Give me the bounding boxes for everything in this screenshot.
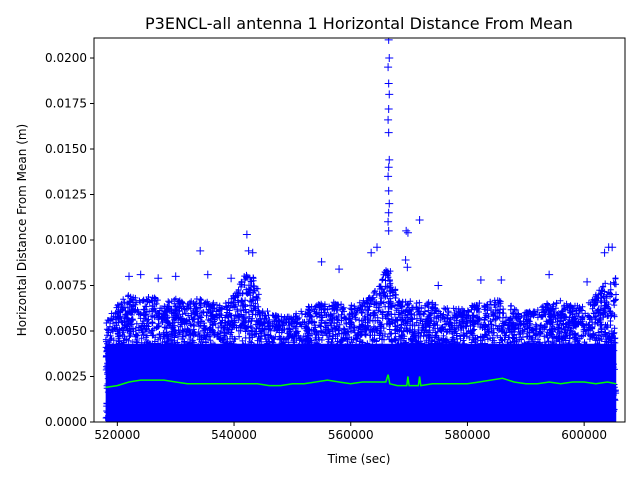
data-point [384, 79, 393, 88]
data-point [244, 246, 253, 255]
data-point [196, 246, 205, 255]
y-tick-label: 0.0075 [45, 279, 87, 293]
plot-area [102, 38, 620, 422]
data-point [476, 276, 485, 285]
axes-frame [93, 37, 626, 423]
data-point [583, 277, 592, 286]
x-tick-label: 520000 [94, 428, 140, 442]
y-tick-label: 0.0025 [45, 370, 87, 384]
x-tick-label: 540000 [211, 428, 257, 442]
y-tick-label: 0.0200 [45, 51, 87, 65]
chart-title: P3ENCL-all antenna 1 Horizontal Distance… [145, 14, 573, 33]
data-point [384, 208, 393, 217]
data-point [384, 172, 393, 181]
data-point [227, 274, 236, 283]
data-point [242, 230, 251, 239]
data-point [384, 63, 393, 72]
x-axis-label: Time (sec) [327, 452, 391, 466]
data-point [248, 248, 257, 257]
y-tick-label: 0.0125 [45, 188, 87, 202]
y-tick-label: 0.0000 [45, 415, 87, 429]
data-point [154, 274, 163, 283]
x-tick-label: 560000 [328, 428, 374, 442]
mean-line [105, 374, 617, 389]
data-point [497, 276, 506, 285]
data-point [384, 163, 393, 172]
data-point [384, 38, 393, 44]
data-point [434, 281, 443, 290]
data-point [608, 243, 617, 252]
y-tick-label: 0.0050 [45, 324, 87, 338]
y-tick-label: 0.0100 [45, 233, 87, 247]
x-tick-label: 600000 [561, 428, 607, 442]
data-point [385, 155, 394, 164]
data-point [403, 228, 412, 237]
data-point [415, 215, 424, 224]
x-tick-label: 580000 [445, 428, 491, 442]
data-point [373, 243, 382, 252]
data-point [136, 270, 145, 279]
data-point [367, 248, 376, 257]
data-point [545, 270, 554, 279]
sample-band [102, 267, 620, 422]
data-point [384, 128, 393, 137]
data-point [385, 54, 394, 63]
data-point [401, 256, 410, 265]
data-point [385, 199, 394, 208]
data-point [600, 248, 609, 257]
data-point [203, 270, 212, 279]
data-point [384, 115, 393, 124]
data-point [384, 217, 393, 226]
x-axis: 520000 540000 560000 580000 600000 [94, 422, 607, 442]
data-point [317, 257, 326, 266]
data-point [403, 263, 412, 272]
data-point [125, 272, 134, 281]
y-axis: 0.0000 0.0025 0.0050 0.0075 0.0100 0.0125 0.01… [45, 51, 94, 429]
y-tick-label: 0.0150 [45, 142, 87, 156]
data-point [385, 90, 394, 99]
data-point [384, 186, 393, 195]
data-point [384, 104, 393, 113]
y-tick-label: 0.0175 [45, 97, 87, 111]
data-point [171, 272, 180, 281]
data-point [402, 226, 411, 235]
data-point [335, 265, 344, 274]
data-point [384, 226, 393, 235]
y-axis-label: Horizontal Distance From Mean (m) [15, 124, 29, 336]
